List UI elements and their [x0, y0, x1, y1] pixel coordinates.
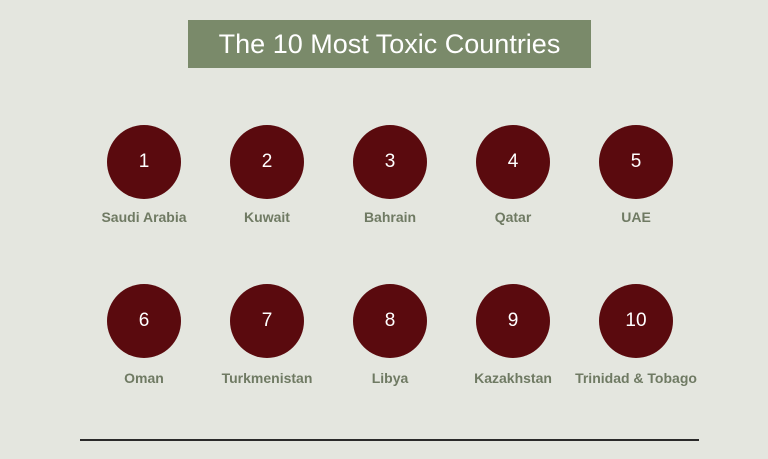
country-item: 8 Libya — [325, 284, 455, 387]
rank-badge: 6 — [107, 284, 181, 358]
page-title: The 10 Most Toxic Countries — [188, 20, 591, 68]
country-item: 9 Kazakhstan — [448, 284, 578, 387]
country-item: 1 Saudi Arabia — [79, 125, 209, 226]
rank-badge: 4 — [476, 125, 550, 199]
rank-badge: 9 — [476, 284, 550, 358]
country-name: Kazakhstan — [474, 370, 552, 386]
country-item: 10 Trinidad & Tobago — [571, 284, 701, 387]
country-item: 3 Bahrain — [325, 125, 455, 226]
rank-badge: 3 — [353, 125, 427, 199]
rank-badge: 7 — [230, 284, 304, 358]
country-item: 6 Oman — [79, 284, 209, 387]
country-name: Saudi Arabia — [101, 209, 187, 225]
country-name: Trinidad & Tobago — [575, 370, 697, 386]
country-item: 2 Kuwait — [202, 125, 332, 226]
country-item: 7 Turkmenistan — [202, 284, 332, 387]
country-name: Turkmenistan — [221, 370, 313, 386]
country-item: 5 UAE — [571, 125, 701, 226]
country-name: Kuwait — [244, 209, 290, 225]
country-name: Libya — [371, 370, 409, 386]
country-name: UAE — [621, 209, 651, 225]
rank-badge: 10 — [599, 284, 673, 358]
rank-badge: 5 — [599, 125, 673, 199]
rank-badge: 8 — [353, 284, 427, 358]
rank-badge: 1 — [107, 125, 181, 199]
country-item: 4 Qatar — [448, 125, 578, 226]
rank-badge: 2 — [230, 125, 304, 199]
country-name: Qatar — [494, 209, 532, 225]
bottom-divider — [80, 439, 699, 441]
country-name: Bahrain — [363, 209, 417, 225]
country-name: Oman — [124, 370, 164, 386]
